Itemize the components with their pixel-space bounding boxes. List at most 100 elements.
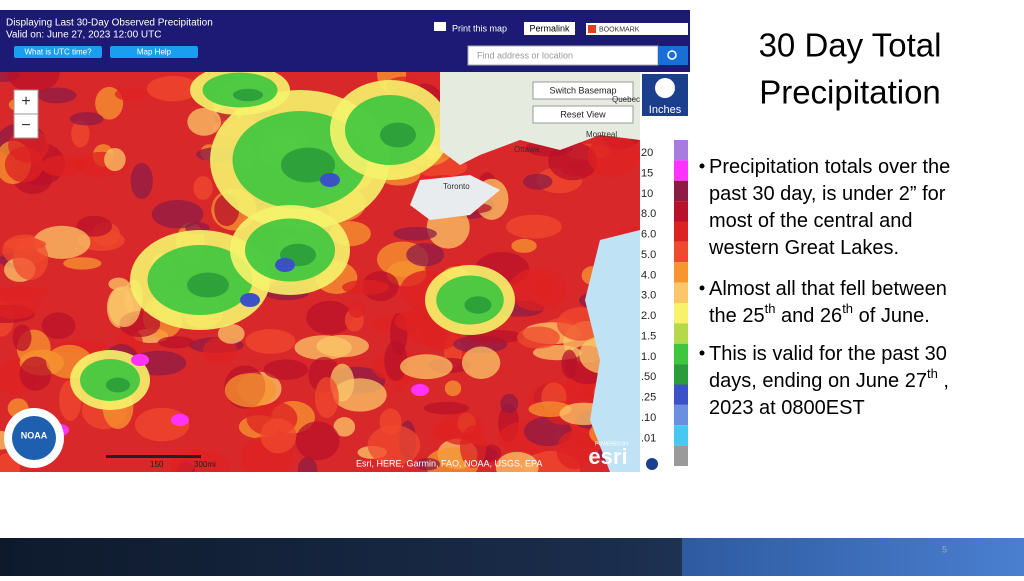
switch-basemap-button[interactable]: [532, 81, 634, 100]
legend-swatch: [674, 404, 688, 426]
bullet-text: most of the central and: [709, 210, 912, 232]
precip-patch: [423, 401, 470, 415]
precip-patch: [461, 346, 501, 379]
noaa-logo-text: NOAA: [21, 430, 48, 440]
bookmark-button[interactable]: [586, 23, 688, 35]
legend-swatch: [674, 282, 688, 303]
bullet-text: of June.: [853, 305, 930, 327]
utc-button[interactable]: [14, 46, 102, 58]
precip-patch: [193, 176, 213, 200]
precip-patch: [367, 425, 421, 466]
utc-button-label[interactable]: What is UTC time?: [24, 48, 92, 57]
legend-label: .50: [641, 371, 656, 383]
scale-label: 300mi: [194, 460, 216, 469]
bullet-text: and 26: [775, 305, 842, 327]
bullet-text: the 25: [709, 305, 765, 327]
noaa-logo-small: [655, 78, 675, 98]
bullet-dot: [699, 163, 705, 169]
bullet-line: the 25th and 26th of June.: [709, 301, 930, 327]
precip-patch: [508, 267, 567, 312]
print-link[interactable]: Print this map: [452, 23, 507, 33]
search-placeholder[interactable]: Find address or location: [477, 50, 573, 60]
bullet-line: This is valid for the past 30: [709, 343, 947, 365]
precip-patch: [587, 134, 640, 177]
slide-title: 30 Day Total: [759, 27, 942, 64]
precip-patch: [106, 377, 130, 393]
precip-patch: [131, 354, 149, 366]
precip-patch: [556, 430, 593, 470]
legend-label: 3.0: [641, 290, 656, 302]
precip-patch: [482, 444, 502, 463]
search-button[interactable]: [658, 46, 688, 65]
legend-label: 5.0: [641, 249, 656, 261]
permalink-button[interactable]: [524, 22, 575, 35]
precip-patch: [169, 454, 195, 472]
legend-swatch: [674, 303, 688, 324]
legend-label: .25: [641, 392, 656, 404]
legend-swatch: [674, 262, 688, 283]
bullet-line: past 30 day, is under 2” for: [709, 183, 946, 205]
print-icon[interactable]: [434, 22, 446, 31]
legend-swatch: [674, 140, 688, 161]
precip-patch: [380, 122, 416, 148]
legend-swatch: [674, 364, 688, 385]
legend-swatch: [674, 241, 688, 263]
precip-patch: [548, 142, 598, 181]
bullet-text: th: [927, 366, 938, 381]
precip-patch: [202, 337, 238, 365]
precip-patch: [516, 326, 560, 349]
legend-label: 1.5: [641, 330, 656, 342]
precip-patch: [306, 300, 353, 335]
powered-by: POWERED BY: [595, 441, 630, 447]
bullet-text: This is valid for the past 30: [709, 343, 947, 365]
legend-label: 10: [641, 188, 653, 200]
precip-patch: [171, 414, 189, 426]
reset-view-button[interactable]: [532, 105, 634, 124]
legend-swatch: [674, 201, 688, 222]
permalink-label[interactable]: Permalink: [529, 23, 570, 33]
legend-swatch: [674, 180, 688, 202]
bullet-line: 2023 at 0800EST: [709, 397, 865, 419]
bullet-text: past 30 day, is under 2” for: [709, 183, 946, 205]
precip-patch: [275, 258, 295, 272]
zoom-in[interactable]: +: [21, 93, 30, 110]
precip-patch: [0, 286, 50, 299]
precip-patch: [146, 75, 199, 102]
reset-view-label[interactable]: Reset View: [560, 109, 606, 119]
precip-patch: [314, 376, 339, 419]
switch-basemap-label[interactable]: Switch Basemap: [549, 85, 616, 95]
legend-swatch: [674, 425, 688, 446]
legend-swatch: [674, 384, 688, 405]
help-icon[interactable]: [646, 458, 658, 470]
legend-label: 8.0: [641, 208, 656, 220]
precip-patch: [263, 359, 309, 380]
bullet-dot: [699, 285, 705, 291]
legend-label: 6.0: [641, 229, 656, 241]
precip-patch: [37, 87, 77, 104]
bookmark-label[interactable]: BOOKMARK: [599, 26, 640, 33]
place-label: Toronto: [443, 182, 470, 191]
precip-patch: [459, 425, 487, 468]
precip-patch: [187, 272, 229, 298]
precip-patch: [333, 417, 356, 437]
zoom-out[interactable]: −: [21, 117, 30, 134]
slide-title: Precipitation: [759, 74, 941, 111]
legend-swatch: [674, 221, 688, 242]
legend-label: 15: [641, 167, 653, 179]
legend-label: 2.0: [641, 310, 656, 322]
help-button[interactable]: [110, 46, 198, 58]
help-button-label[interactable]: Map Help: [137, 48, 172, 57]
precip-patch: [281, 147, 335, 183]
precip-patch: [394, 310, 437, 332]
precip-patch: [187, 107, 221, 136]
bullet-text: th: [842, 301, 853, 316]
legend-swatch: [674, 343, 688, 365]
precip-patch: [40, 155, 86, 177]
precip-patch: [104, 147, 126, 172]
precip-patch: [69, 112, 104, 126]
bullet-line: Almost all that fell between: [709, 278, 947, 300]
bullet-line: most of the central and: [709, 210, 912, 232]
precip-patch: [114, 87, 149, 102]
bullet-text: 2023 at 0800EST: [709, 397, 865, 419]
precip-patch: [41, 312, 76, 340]
